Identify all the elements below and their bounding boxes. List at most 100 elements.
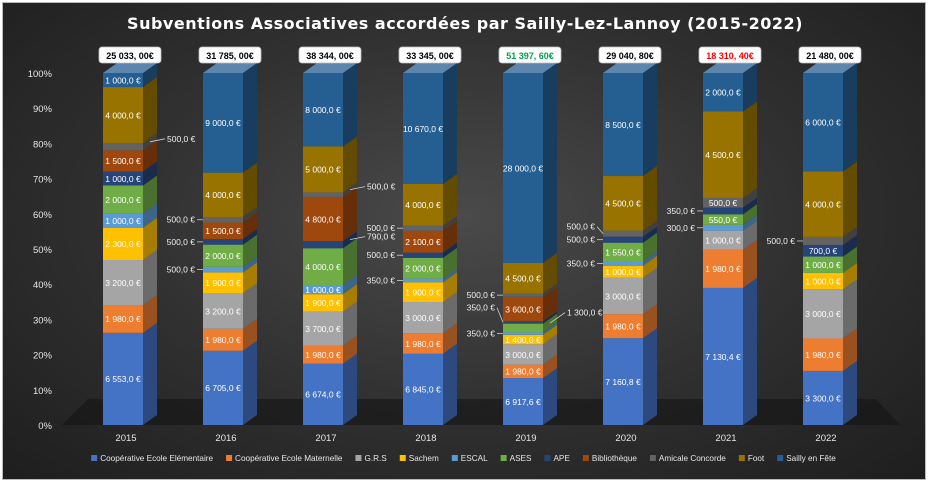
x-tick-label: 2015 [115,433,136,444]
y-tick-label: 0% [38,421,52,432]
bar-side-4-7 [543,286,557,322]
bar-side-2-10 [343,63,357,147]
bar-segment-3-7 [403,230,443,253]
bar-segment-1-8 [203,216,243,223]
total-label: 18 310, 40€ [706,51,754,61]
total-label: 29 040, 80€ [606,51,654,61]
legend-swatch [91,455,98,461]
data-label: 350,0 € [367,275,396,285]
bar-side-1-8 [243,206,257,223]
bar-segment-0-2 [103,260,143,306]
bar-side-6-2 [743,220,757,250]
bar-side-3-6 [443,242,457,258]
legend-item: ASES [510,454,532,463]
bar-segment-0-8 [103,143,143,151]
data-label: 10 670,0 € [403,124,443,134]
bar-segment-2-0 [303,363,343,425]
bar-side-0-2 [143,250,157,306]
bar-side-1-9 [243,162,257,217]
legend-swatch [582,455,589,461]
data-label: 1 000,0 € [105,216,141,226]
y-tick-label: 30% [33,315,53,326]
bar-side-5-1 [643,304,657,339]
data-label: 550,0 € [709,215,738,225]
bar-segment-3-6 [403,252,443,258]
bar-side-7-1 [843,328,857,371]
bar-segment-2-1 [303,345,343,364]
total-badge-box [398,46,462,64]
x-tick-label: 2020 [615,433,636,444]
data-label: 500,0 € [367,182,396,192]
bar-segment-2-10 [303,73,343,147]
data-label: 2 300,0 € [105,239,141,249]
bar-segment-6-9 [703,111,743,198]
bar-segment-1-3 [203,272,243,294]
bar-segment-2-4 [303,284,343,295]
data-label: 700,0 € [809,246,838,256]
data-label: 1 980,0 € [205,335,241,345]
legend-item: Coopérative Ecole Maternelle [235,454,343,463]
bar-segment-3-1 [403,333,443,354]
data-label: 500,0 € [167,134,196,144]
data-label: 350,0 € [467,329,496,339]
bar-segment-0-0 [103,332,143,425]
bar-segment-4-7 [503,296,543,322]
bar-side-2-4 [343,274,357,295]
bar-side-6-1 [743,239,757,288]
x-tick-label: 2017 [315,433,336,444]
bar-segment-0-1 [103,305,143,333]
bar-side-5-4 [643,251,657,266]
data-label: 1 000,0 € [705,236,741,246]
total-badge-box [98,46,162,64]
bar-side-1-3 [243,262,257,294]
data-label: 1 980,0 € [505,367,541,377]
bar-segment-5-9 [603,176,643,231]
data-label: 3 000,0 € [505,350,541,360]
bar-segment-0-6 [103,171,143,186]
bar-segment-2-7 [303,196,343,241]
data-label: 1 900,0 € [205,278,241,288]
data-label: 350,0 € [467,303,496,313]
bar-segment-5-0 [603,338,643,425]
bar-segment-7-10 [803,73,843,172]
bar-side-7-10 [843,63,857,172]
bar-side-0-3 [143,217,157,261]
bar-segment-1-4 [203,266,243,273]
bar-side-5-8 [643,220,657,237]
bar-side-7-6 [843,235,857,257]
data-label: 790,0 € [367,232,396,242]
bar-segment-5-6 [603,236,643,243]
x-tick-label: 2022 [815,433,836,444]
bar-segment-5-2 [603,277,643,315]
bar-side-5-10 [643,63,657,177]
bar-segment-3-0 [403,353,443,425]
data-label: 300,0 € [667,223,696,233]
bar-side-0-6 [143,161,157,186]
bar-side-2-3 [343,284,357,312]
bar-segment-6-4 [703,224,743,231]
bar-segment-1-0 [203,350,243,425]
bar-side-5-9 [643,166,657,231]
bar-side-6-9 [743,101,757,198]
callout-line [549,312,566,324]
data-label: 4 000,0 € [405,200,441,210]
legend-swatch [777,455,784,461]
x-tick-label: 2018 [415,433,436,444]
bar-segment-3-8 [403,225,443,231]
bar-side-4-3 [543,324,557,345]
bar-side-5-6 [643,226,657,243]
data-label: 2 000,0 € [705,88,741,98]
callout-line [349,236,366,241]
data-label: 3 200,0 € [105,278,141,288]
data-label: 4 500,0 € [505,273,541,283]
legend-item: Sailly en Fête [786,454,836,463]
bar-side-2-2 [343,301,357,346]
data-label: 6 553,0 € [105,374,141,384]
data-label: 4 800,0 € [305,214,341,224]
bar-top-4 [503,63,557,73]
bar-segment-5-10 [603,73,643,177]
data-label: 1 900,0 € [305,298,341,308]
data-label: 500,0 € [367,223,396,233]
bar-segment-3-3 [403,282,443,303]
data-label: 500,0 € [167,215,196,225]
